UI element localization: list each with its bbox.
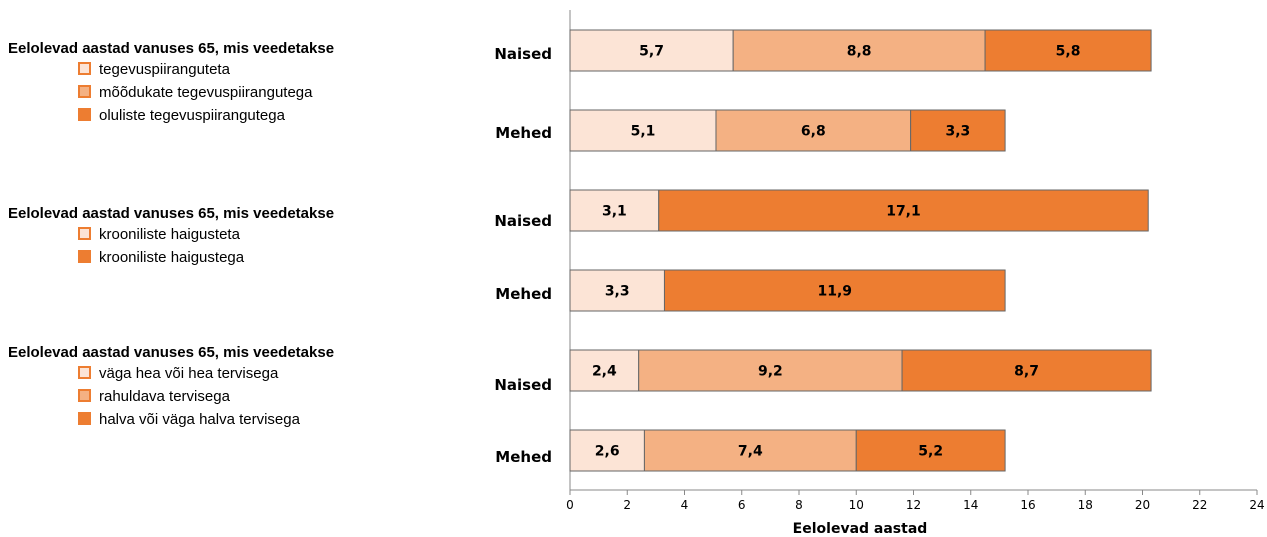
bar-value-label: 8,8 xyxy=(847,44,872,60)
bar-value-label: 2,4 xyxy=(592,364,617,380)
legend-item-label: tegevuspiiranguteta xyxy=(99,61,230,78)
legend-group-title: Eelolevad aastad vanuses 65, mis veedeta… xyxy=(8,344,335,361)
bar-value-label: 5,2 xyxy=(918,444,943,460)
bar-value-label: 5,1 xyxy=(631,124,656,140)
bar-segment xyxy=(569,109,717,152)
legend-item: väga hea või hea tervisega xyxy=(78,362,334,385)
bar-segment xyxy=(569,349,640,392)
legend-group: Eelolevad aastad vanuses 65, mis veedeta… xyxy=(8,344,334,431)
legend-item-label: rahuldava tervisega xyxy=(99,388,230,405)
bar-segment xyxy=(638,349,903,392)
x-tick-label: 6 xyxy=(738,498,746,512)
bar-segment xyxy=(715,109,912,152)
legend-item: halva või väga halva tervisega xyxy=(78,408,334,431)
category-label: Naised xyxy=(494,376,552,394)
bar-value-label: 11,9 xyxy=(818,284,853,300)
legend-group: Eelolevad aastad vanuses 65, mis veedeta… xyxy=(8,205,334,269)
category-label: Mehed xyxy=(495,448,552,466)
legend-item-label: mõõdukate tegevuspiirangutega xyxy=(99,84,313,101)
bar-value-label: 2,6 xyxy=(595,444,620,460)
bar-value-label: 17,1 xyxy=(886,204,921,220)
legend-item: krooniliste haigusteta xyxy=(78,223,334,246)
bar-segment xyxy=(643,429,857,472)
legend-item: tegevuspiiranguteta xyxy=(78,58,334,81)
x-tick-label: 10 xyxy=(849,498,864,512)
bar-value-label: 7,4 xyxy=(738,444,763,460)
bar-segment xyxy=(855,429,1006,472)
legend-item: oluliste tegevuspiirangutega xyxy=(78,104,334,127)
bar-value-label: 3,1 xyxy=(602,204,627,220)
legend-group-title: Eelolevad aastad vanuses 65, mis veedeta… xyxy=(8,40,335,57)
x-tick-label: 20 xyxy=(1135,498,1150,512)
x-tick-label: 0 xyxy=(566,498,574,512)
bar-value-label: 6,8 xyxy=(801,124,826,140)
chart-legend: Eelolevad aastad vanuses 65, mis veedeta… xyxy=(0,0,470,537)
x-axis-title: Eelolevad aastad xyxy=(793,521,928,537)
legend-swatch xyxy=(78,366,91,379)
x-tick-label: 2 xyxy=(623,498,631,512)
x-tick-label: 4 xyxy=(681,498,689,512)
category-label: Naised xyxy=(494,45,552,63)
legend-item: krooniliste haigustega xyxy=(78,246,334,269)
legend-swatch xyxy=(78,85,91,98)
bar-value-label: 9,2 xyxy=(758,364,783,380)
category-label: Mehed xyxy=(495,285,552,303)
bar-segment xyxy=(732,29,986,72)
bar-value-label: 5,8 xyxy=(1056,44,1081,60)
legend-swatch xyxy=(78,62,91,75)
bar-segment xyxy=(658,189,1149,232)
legend-item: rahuldava tervisega xyxy=(78,385,334,408)
legend-item-label: halva või väga halva tervisega xyxy=(99,411,300,428)
bar-segment xyxy=(901,349,1152,392)
bar-segment xyxy=(569,429,645,472)
x-tick-label: 12 xyxy=(906,498,921,512)
legend-swatch xyxy=(78,412,91,425)
legend-item-label: krooniliste haigustega xyxy=(99,249,245,266)
legend-item-label: oluliste tegevuspiirangutega xyxy=(99,107,285,124)
bar-value-label: 3,3 xyxy=(945,124,970,140)
bar-value-label: 5,7 xyxy=(639,44,664,60)
x-tick-label: 8 xyxy=(795,498,803,512)
x-tick-label: 16 xyxy=(1020,498,1035,512)
bar-segment xyxy=(569,29,734,72)
legend-item-label: väga hea või hea tervisega xyxy=(99,365,279,382)
legend-item: mõõdukate tegevuspiirangutega xyxy=(78,81,334,104)
bar-segment xyxy=(663,269,1006,312)
x-tick-label: 22 xyxy=(1192,498,1207,512)
category-label: Mehed xyxy=(495,124,552,142)
x-tick-label: 24 xyxy=(1249,498,1264,512)
bar-segment xyxy=(910,109,1006,152)
legend-swatch xyxy=(78,108,91,121)
bar-segment xyxy=(984,29,1152,72)
legend-item-label: krooniliste haigusteta xyxy=(99,226,240,243)
bar-segment xyxy=(569,189,660,232)
legend-swatch xyxy=(78,250,91,263)
legend-group: Eelolevad aastad vanuses 65, mis veedeta… xyxy=(8,40,334,127)
category-label: Naised xyxy=(494,212,552,230)
legend-swatch xyxy=(78,227,91,240)
bar-value-label: 8,7 xyxy=(1014,364,1039,380)
bar-value-label: 3,3 xyxy=(605,284,630,300)
legend-swatch xyxy=(78,389,91,402)
x-tick-label: 14 xyxy=(963,498,978,512)
legend-group-title: Eelolevad aastad vanuses 65, mis veedeta… xyxy=(8,205,335,222)
x-tick-label: 18 xyxy=(1078,498,1093,512)
